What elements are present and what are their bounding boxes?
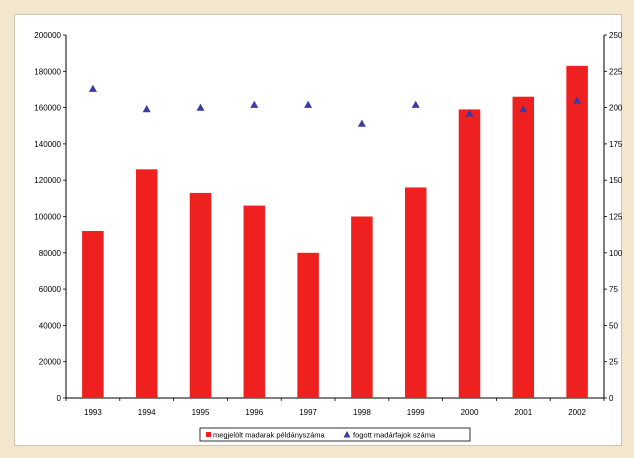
right-tick-label: 250 [609,31,623,40]
right-tick-label: 175 [609,140,623,149]
marker-point [142,105,151,113]
marker-point [573,96,582,104]
x-tick-label: 2001 [514,408,532,417]
marker-point [411,100,420,108]
left-tick-label: 60000 [39,285,62,294]
legend-marker-label: fogott madárfajok száma [353,431,436,440]
legend-bar-label: megjelölt madarak példányszáma [213,431,326,440]
left-axis-ticks: 0 20000 40000 60000 80000 100000 120000 140000 1… [34,31,66,403]
left-tick-label: 100000 [34,213,61,222]
left-tick-label: 180000 [34,67,61,76]
x-tick-label: 1993 [84,408,102,417]
right-tick-label: 25 [609,358,618,367]
right-tick-label: 100 [609,249,623,258]
x-axis-ticks: 1993 1994 1995 1996 1997 1998 1999 2000 2001 2002 [65,398,605,417]
legend-bar-swatch [206,432,211,437]
right-tick-label: 150 [609,176,623,185]
bar [135,169,158,398]
x-tick-label: 1997 [299,408,317,417]
right-tick-label: 50 [609,321,618,330]
left-tick-label: 0 [57,394,62,403]
x-tick-label: 1996 [245,408,263,417]
legend-marker-swatch [343,431,351,438]
x-tick-label: 1998 [353,408,371,417]
marker-point [196,103,205,111]
bar [458,109,481,398]
left-tick-label: 40000 [39,321,62,330]
left-tick-label: 20000 [39,358,62,367]
right-tick-label: 200 [609,104,623,113]
bar [243,205,266,398]
x-tick-label: 2002 [568,408,586,417]
bar-series [82,65,588,399]
bar [351,216,373,398]
right-tick-label: 225 [609,67,623,76]
marker-point [519,105,528,113]
marker-series [88,84,582,127]
marker-point [465,109,474,117]
bar [189,192,212,398]
left-tick-label: 140000 [34,140,61,149]
x-tick-label: 1999 [407,408,425,417]
marker-point [250,100,259,108]
legend-box [199,427,471,442]
x-tick-label: 1994 [138,408,156,417]
left-tick-label: 80000 [39,249,62,258]
right-tick-label: 125 [609,213,623,222]
bar [404,187,427,398]
marker-point [304,100,313,108]
marker-point [357,119,366,127]
legend: megjelölt madarak példányszáma fogott ma… [199,427,471,442]
bar [566,65,588,398]
x-tick-label: 2000 [461,408,479,417]
x-tick-label: 1995 [192,408,210,417]
right-tick-label: 0 [609,394,614,403]
bar [82,231,104,398]
left-tick-label: 120000 [34,176,61,185]
left-tick-label: 160000 [34,104,61,113]
bar [297,252,319,398]
left-tick-label: 200000 [34,31,61,40]
bar [512,96,535,399]
right-tick-label: 75 [609,285,618,294]
right-axis-ticks: 0 25 50 75 100 125 150 175 200 225 250 [604,31,623,403]
marker-point [88,84,97,92]
